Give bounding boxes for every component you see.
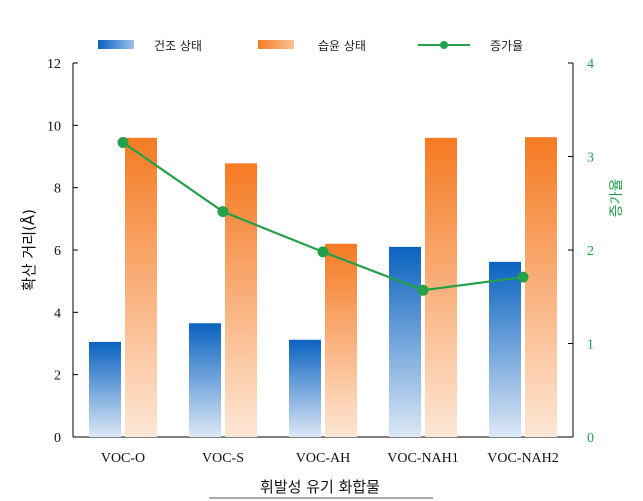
legend-item-wet: 습윤 상태 — [258, 39, 366, 53]
bar-wet-voc-o — [125, 137, 157, 438]
x-tick-label: VOC-O — [101, 451, 145, 466]
bar-dry-voc-nah1 — [389, 246, 421, 437]
bar-dry-voc-s — [189, 323, 221, 437]
legend-label-dry: 건조 상태 — [154, 39, 202, 53]
legend-item-ratio: 증가율 — [418, 39, 523, 53]
x-tick-label: VOC-NAH1 — [387, 451, 459, 466]
left-tick-label: 12 — [47, 57, 61, 72]
legend-label-wet: 습윤 상태 — [318, 39, 366, 53]
x-axis-ticks: VOC-O VOC-S VOC-AH VOC-NAH1 VOC-NAH2 — [101, 451, 559, 466]
x-axis-title: 휘발성 유기 화합물 — [260, 478, 380, 496]
right-axis-ticks: 0 1 2 3 4 — [568, 57, 594, 446]
x-tick-label: VOC-AH — [296, 451, 350, 466]
left-tick-label: 6 — [54, 244, 61, 259]
left-tick-label: 0 — [54, 431, 61, 446]
ratio-point-voc-s — [217, 206, 229, 218]
bar-dry-voc-o — [89, 341, 121, 437]
ratio-series — [117, 136, 529, 296]
ratio-line — [122, 141, 524, 292]
left-tick-label: 4 — [54, 306, 61, 321]
legend-label-ratio: 증가율 — [490, 39, 523, 53]
x-tick-label: VOC-S — [202, 451, 244, 466]
legend: 건조 상태 습윤 상태 증가율 — [98, 39, 523, 53]
left-axis-ticks: 0 2 4 6 8 10 12 — [47, 57, 78, 446]
ratio-point-voc-nah2 — [517, 271, 529, 283]
left-tick-label: 2 — [54, 369, 61, 384]
right-tick-label: 0 — [587, 431, 594, 446]
right-tick-label: 2 — [587, 244, 594, 259]
ratio-point-voc-nah1 — [417, 284, 429, 296]
bar-wet-voc-ah — [325, 243, 357, 437]
right-tick-label: 3 — [587, 151, 594, 166]
left-tick-label: 8 — [54, 182, 61, 197]
ratio-point-voc-o — [117, 136, 129, 148]
bar-wet-voc-s — [225, 163, 257, 437]
y2-axis-title: 증가율 — [609, 179, 625, 218]
bar-dry-voc-nah2 — [489, 261, 521, 437]
left-tick-label: 10 — [47, 119, 61, 134]
bar-dry-voc-ah — [289, 339, 321, 437]
legend-swatch-wet — [258, 40, 294, 49]
bar-wet-voc-nah2 — [525, 137, 557, 437]
legend-marker-ratio — [440, 41, 448, 49]
bars — [89, 137, 557, 438]
ratio-point-voc-ah — [317, 246, 329, 258]
right-tick-label: 4 — [587, 57, 594, 72]
y-axis-title: 확산 거리(Å) — [19, 209, 38, 291]
x-tick-label: VOC-NAH2 — [487, 451, 559, 466]
legend-swatch-dry — [98, 40, 134, 49]
legend-item-dry: 건조 상태 — [98, 39, 202, 53]
right-tick-label: 1 — [587, 338, 594, 353]
